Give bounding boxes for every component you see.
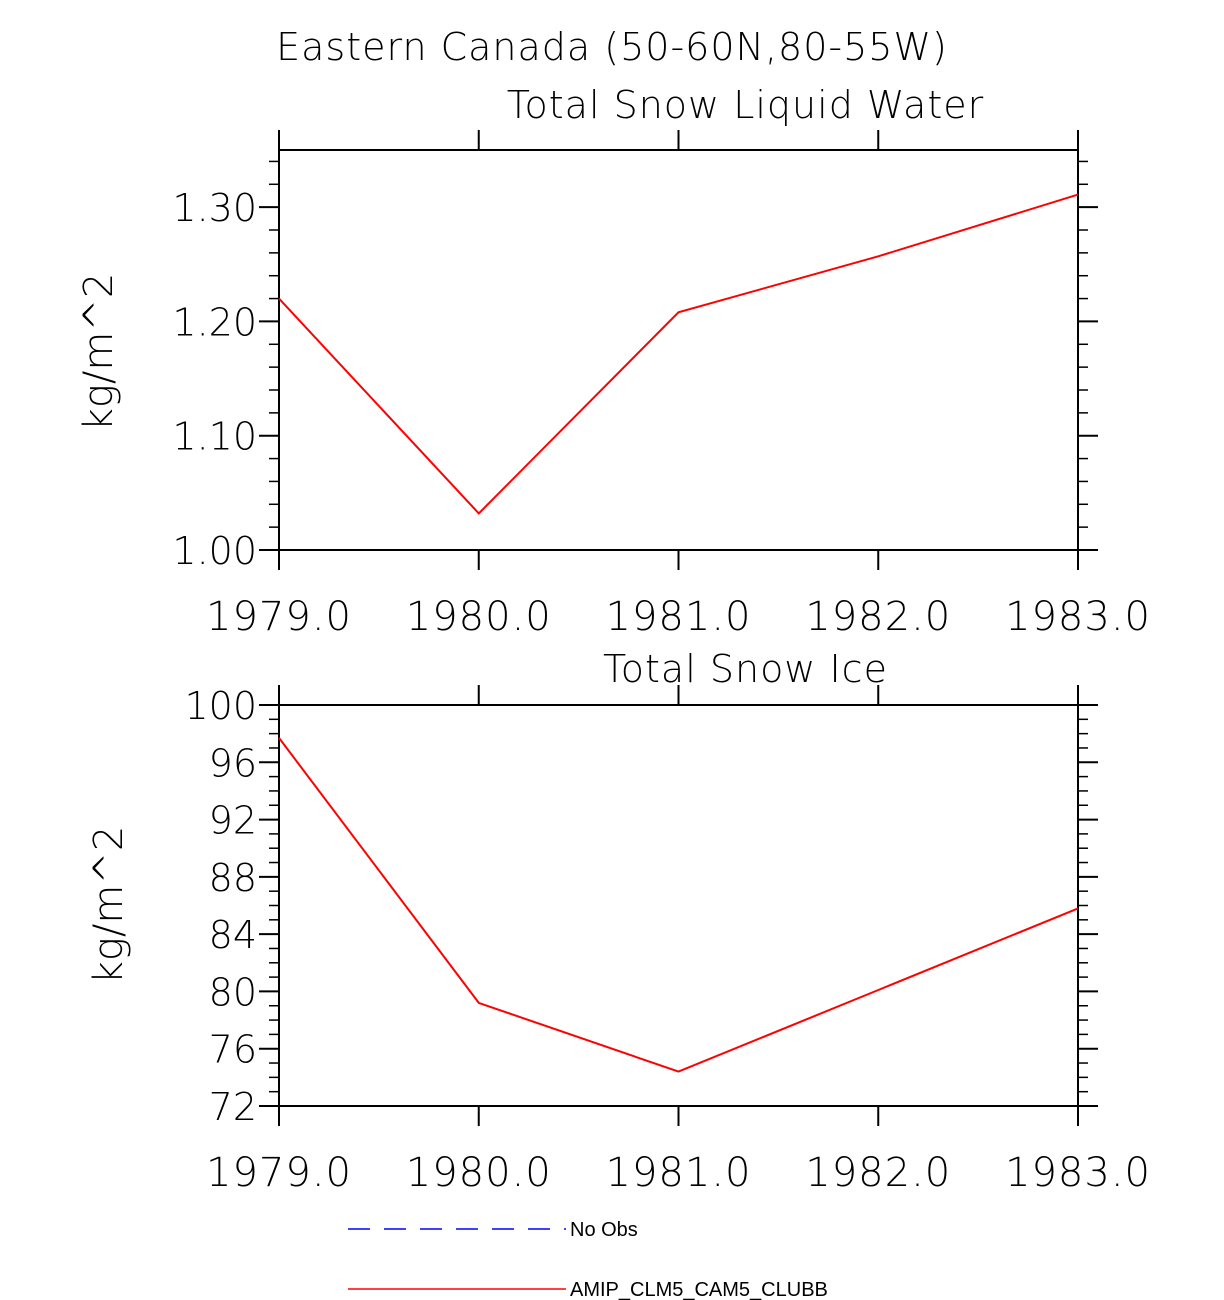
series-line bbox=[278, 737, 1079, 1073]
x-tick-label: 1979.0 bbox=[206, 1150, 352, 1196]
legend-label: AMIP_CLM5_CAM5_CLUBB bbox=[570, 1279, 828, 1300]
series-line bbox=[278, 193, 1079, 515]
panel-2: Total Snow Ice 72 76 80 84 88 92 96 100 1979.0 198… bbox=[86, 647, 1151, 1196]
panels: Total Snow Liquid Water 1.00 1.10 1.20 1.30 1… bbox=[76, 83, 1151, 1196]
panel-title: Total Snow Liquid Water bbox=[507, 83, 984, 127]
x-tick-label: 1980.0 bbox=[406, 1150, 552, 1196]
y-tick-label: 96 bbox=[209, 741, 257, 785]
legend: No Obs AMIP_CLM5_CAM5_CLUBB bbox=[348, 1219, 828, 1300]
x-tick-label: 1980.0 bbox=[406, 594, 552, 640]
y-tick-label: 84 bbox=[209, 913, 257, 957]
y-axis-label: kg/m^2 bbox=[76, 273, 122, 432]
main-title: Eastern Canada (50-60N,80-55W) bbox=[276, 25, 948, 69]
plot-frame bbox=[278, 149, 1079, 551]
x-tick-label: 1983.0 bbox=[1005, 594, 1151, 640]
y-tick-label: 100 bbox=[184, 684, 257, 728]
plot-frame bbox=[278, 704, 1079, 1107]
x-tick-label: 1982.0 bbox=[805, 594, 951, 640]
x-tick-label: 1981.0 bbox=[606, 1150, 752, 1196]
x-tick-label: 1982.0 bbox=[805, 1150, 951, 1196]
panel-title: Total Snow Ice bbox=[603, 647, 888, 691]
y-tick-label: 88 bbox=[209, 856, 257, 900]
y-tick-label: 76 bbox=[209, 1028, 257, 1072]
y-tick-label: 1.20 bbox=[172, 300, 257, 344]
y-tick-label: 80 bbox=[209, 970, 257, 1014]
x-tick-label: 1979.0 bbox=[206, 594, 352, 640]
y-tick-label: 1.00 bbox=[172, 529, 257, 573]
legend-label: No Obs bbox=[570, 1219, 638, 1241]
y-tick-label: 72 bbox=[209, 1085, 257, 1129]
x-tick-label: 1981.0 bbox=[606, 594, 752, 640]
panel-1: Total Snow Liquid Water 1.00 1.10 1.20 1.30 1… bbox=[76, 83, 1151, 640]
y-axis-label: kg/m^2 bbox=[86, 826, 132, 985]
y-tick-label: 1.30 bbox=[172, 186, 257, 230]
y-tick-label: 92 bbox=[209, 799, 257, 843]
x-tick-label: 1983.0 bbox=[1005, 1150, 1151, 1196]
y-tick-label: 1.10 bbox=[172, 415, 257, 459]
